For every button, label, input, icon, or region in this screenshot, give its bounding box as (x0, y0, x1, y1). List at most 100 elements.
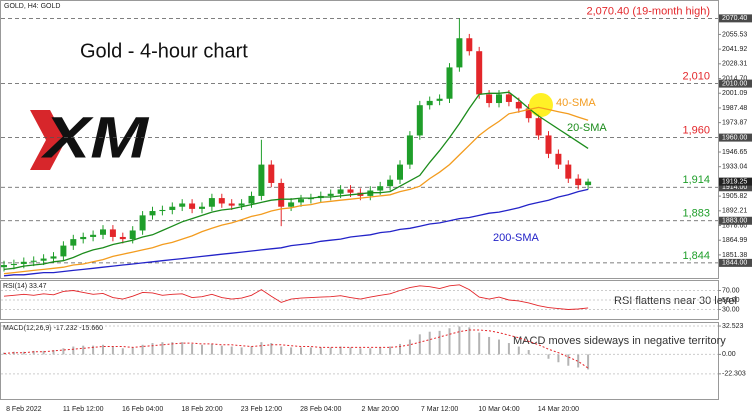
macd-bar (319, 347, 322, 355)
y-tick-label: 1851.38 (722, 252, 747, 259)
x-tick-label: 23 Feb 12:00 (241, 406, 282, 413)
candle-body (347, 189, 354, 193)
rsi-annotation: RSI flattens near 30 level (614, 295, 737, 307)
candle-body (565, 164, 572, 179)
macd-bar (587, 354, 590, 370)
macd-bar (230, 346, 233, 355)
macd-bar (171, 342, 174, 355)
candle-body (545, 135, 552, 154)
candle-body (397, 164, 403, 180)
y-tick-label: 2041.92 (722, 46, 747, 53)
macd-bar (408, 339, 411, 355)
candle-body (337, 189, 344, 194)
macd-bar (201, 344, 203, 355)
level-price-label: 1844.00 (722, 260, 747, 267)
y-tick-label: 2055.53 (722, 31, 747, 38)
level-price-label: 1914.00 (722, 184, 747, 191)
candle-body (505, 94, 512, 102)
candle-body (476, 51, 483, 95)
macd-bar (210, 343, 213, 355)
candle-body (179, 203, 186, 207)
macd-bar (270, 343, 273, 355)
y-tick-label: 1878.60 (722, 222, 747, 229)
macd-bar (220, 345, 223, 355)
candle-body (535, 118, 542, 136)
macd-bar (517, 346, 520, 355)
macd-bar (161, 342, 164, 355)
macd-bar (52, 350, 55, 355)
macd-bar (557, 354, 560, 363)
macd-bar (448, 328, 451, 355)
y-tick-label: 1933.04 (722, 164, 747, 171)
macd-bar (191, 343, 194, 355)
level-price-box (719, 133, 752, 142)
level-price-label: 1883.00 (722, 218, 747, 225)
candle-body (238, 203, 245, 206)
macd-bar (42, 350, 45, 355)
x-tick-label: 14 Mar 20:00 (538, 406, 579, 413)
candle-body (60, 245, 67, 257)
y-tick-label: 1987.48 (722, 105, 747, 112)
macd-bar (62, 348, 65, 355)
candle-body (268, 164, 275, 183)
x-tick-label: 18 Feb 20:00 (181, 406, 222, 413)
x-tick-label: 16 Feb 04:00 (122, 406, 163, 413)
candle-body (119, 236, 126, 240)
highlight-circle (529, 93, 553, 117)
level-label: 1,844 (682, 250, 710, 262)
x-tick-label: 11 Feb 12:00 (63, 406, 104, 413)
candle-body (555, 153, 562, 165)
macd-bar (181, 342, 184, 355)
macd-bar (102, 344, 104, 355)
candle-body (218, 198, 225, 204)
macd-bar (547, 354, 550, 359)
level-price-box (719, 14, 752, 23)
candle-body (20, 261, 27, 264)
candle-body (466, 38, 473, 52)
macd-bar (92, 345, 95, 355)
y-tick-label: 0.00 (722, 351, 736, 358)
macd-bar (399, 343, 401, 355)
y-tick-label: 1946.65 (722, 149, 747, 156)
rsi-line (3, 284, 589, 310)
macd-bar (151, 343, 154, 355)
macd-bar (498, 339, 500, 355)
ma-line (3, 106, 589, 275)
logo: XM (30, 105, 150, 170)
candle-body (575, 178, 582, 186)
level-label: 2,070.40 (19-month high) (586, 5, 710, 17)
y-tick-label: 2001.09 (722, 90, 747, 97)
candle-body (100, 229, 106, 235)
candle-body (199, 206, 205, 209)
macd-bar (290, 347, 293, 355)
level-price-label: 2010.00 (722, 80, 747, 87)
macd-bar (488, 336, 491, 355)
y-tick-label: -22.303 (722, 371, 746, 378)
macd-bar (32, 350, 35, 355)
y-tick-label: 30.00 (722, 306, 740, 313)
last-price-label: 1919.25 (722, 178, 747, 185)
candle-body (278, 182, 285, 207)
level-label: 2,010 (682, 71, 710, 83)
macd-bar (428, 331, 431, 355)
macd-bar (468, 327, 471, 355)
macd-bar (507, 343, 510, 355)
rsi-title: RSI(14) 33.47 (3, 283, 47, 290)
chart-title: Gold - 4-hour chart (80, 40, 248, 62)
macd-bar (349, 347, 352, 355)
symbol-label: GOLD, H4: GOLD (4, 3, 60, 10)
candle-body (515, 101, 522, 109)
macd-bar (577, 354, 580, 368)
macd-bar (260, 342, 263, 355)
candle-body (189, 203, 196, 209)
x-tick-label: 7 Mar 12:00 (421, 406, 458, 413)
candle-body (159, 209, 166, 212)
candle-body (248, 195, 255, 204)
candle-body (1, 265, 7, 268)
macd-bar (567, 354, 570, 366)
y-tick-label: 1864.99 (722, 237, 747, 244)
last-price-box (719, 177, 752, 186)
candle-body (129, 230, 136, 240)
macd-bar (527, 350, 530, 355)
